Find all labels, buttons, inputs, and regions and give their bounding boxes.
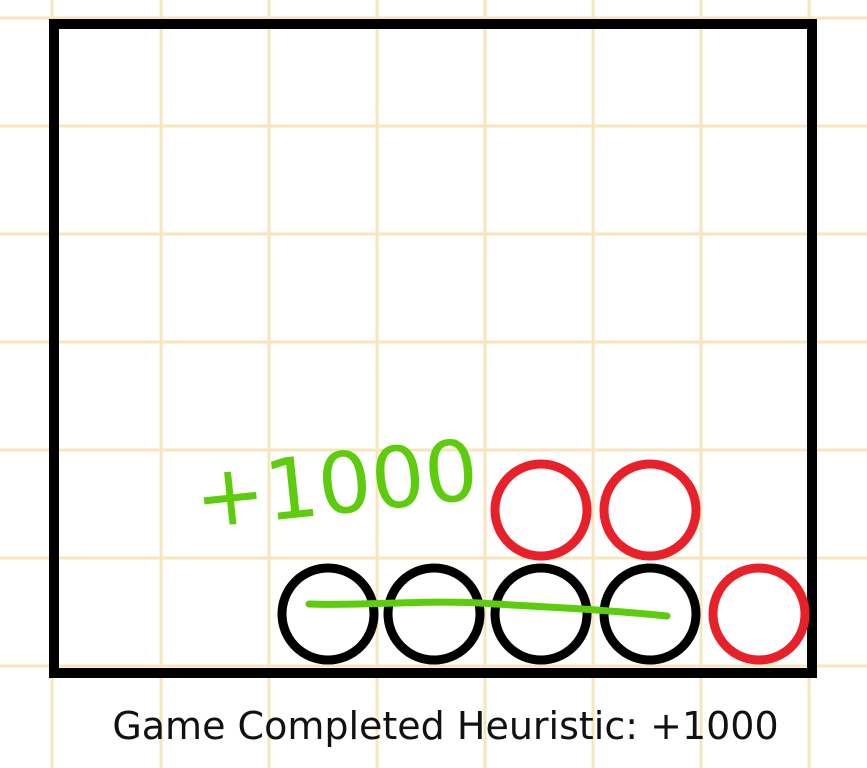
- pieces: [277, 459, 810, 665]
- black-piece: [277, 563, 379, 665]
- red-piece: [708, 563, 810, 665]
- red-piece: [599, 459, 701, 561]
- board-frame: [49, 19, 817, 678]
- black-piece: [490, 563, 592, 665]
- heuristic-annotation: +1000: [190, 421, 483, 548]
- red-piece: [490, 459, 592, 561]
- winning-line-stroke: [305, 598, 671, 620]
- black-piece: [383, 563, 485, 665]
- caption: Game Completed Heuristic: +1000: [112, 704, 779, 748]
